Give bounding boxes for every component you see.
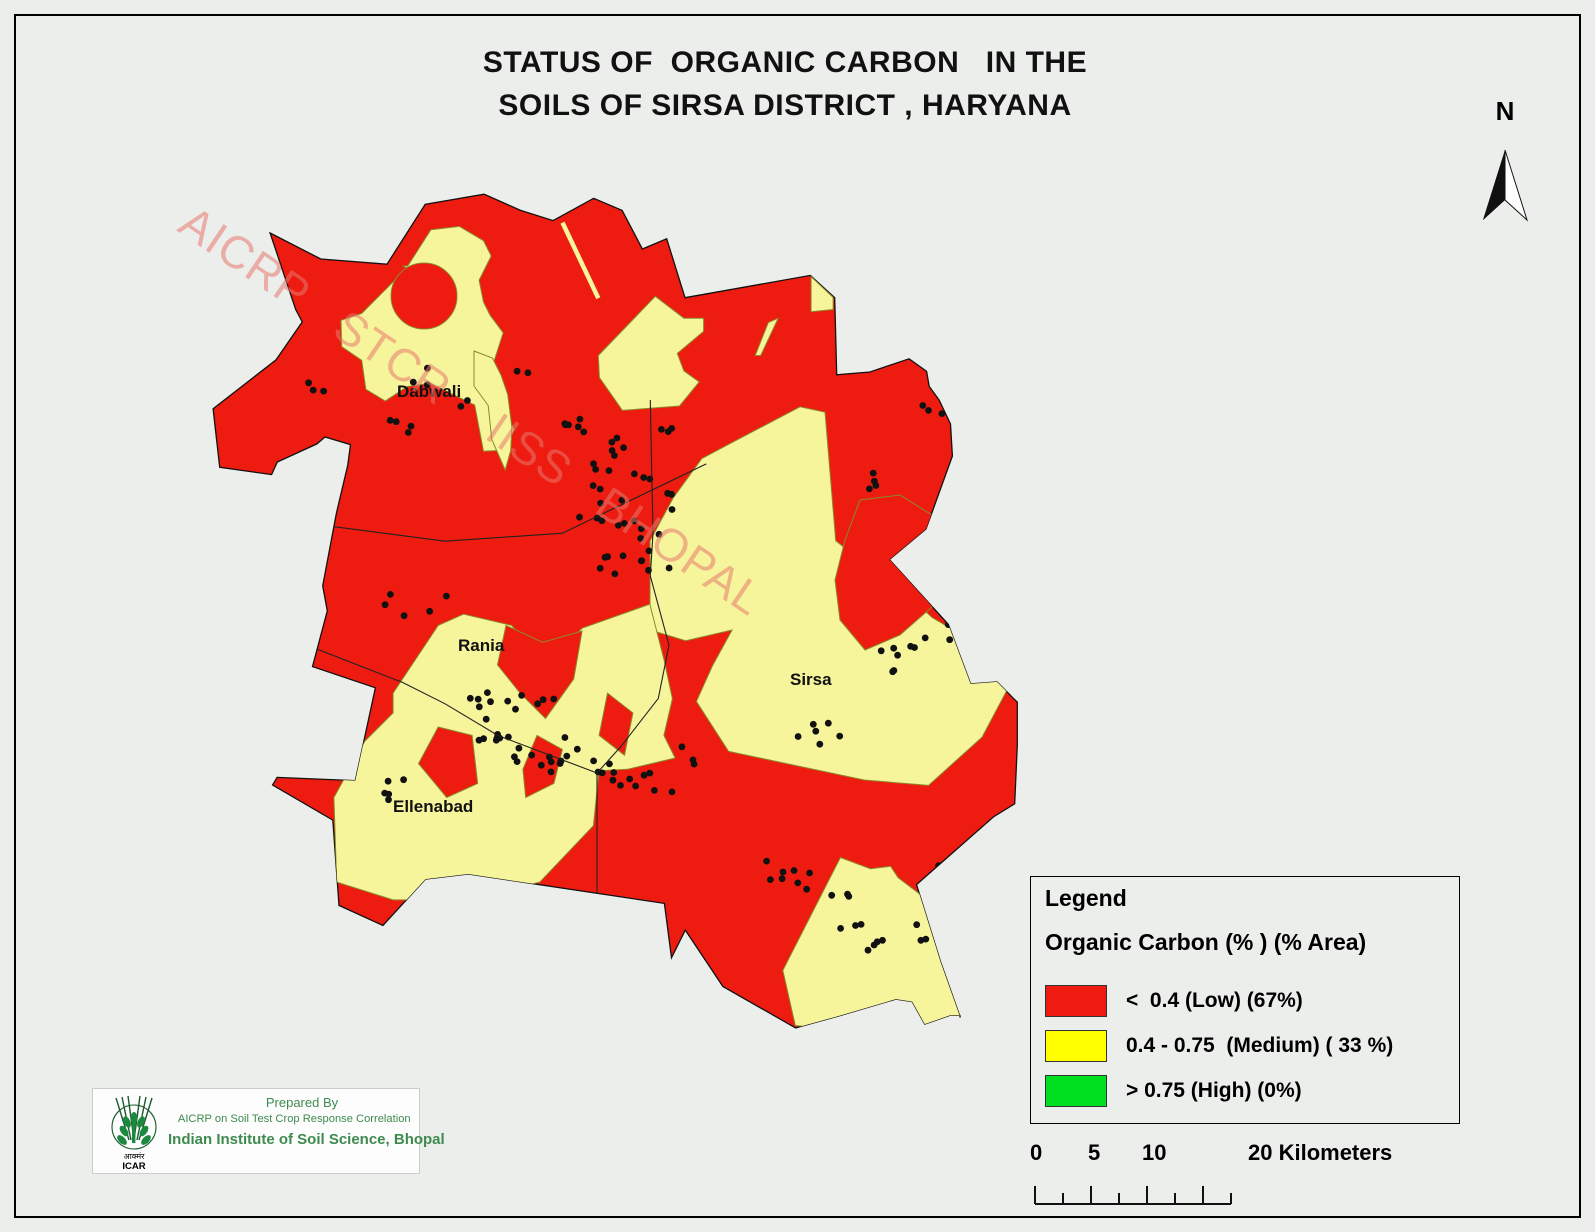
svg-text:5: 5 bbox=[1088, 1140, 1100, 1165]
svg-text:10: 10 bbox=[1142, 1140, 1166, 1165]
svg-text:20 Kilometers: 20 Kilometers bbox=[1248, 1140, 1392, 1165]
svg-text:0: 0 bbox=[1030, 1140, 1042, 1165]
svg-text:आक्मंर: आक्मंर bbox=[124, 1152, 146, 1161]
svg-text:N: N bbox=[1496, 96, 1515, 126]
svg-text:ICAR: ICAR bbox=[122, 1161, 145, 1170]
